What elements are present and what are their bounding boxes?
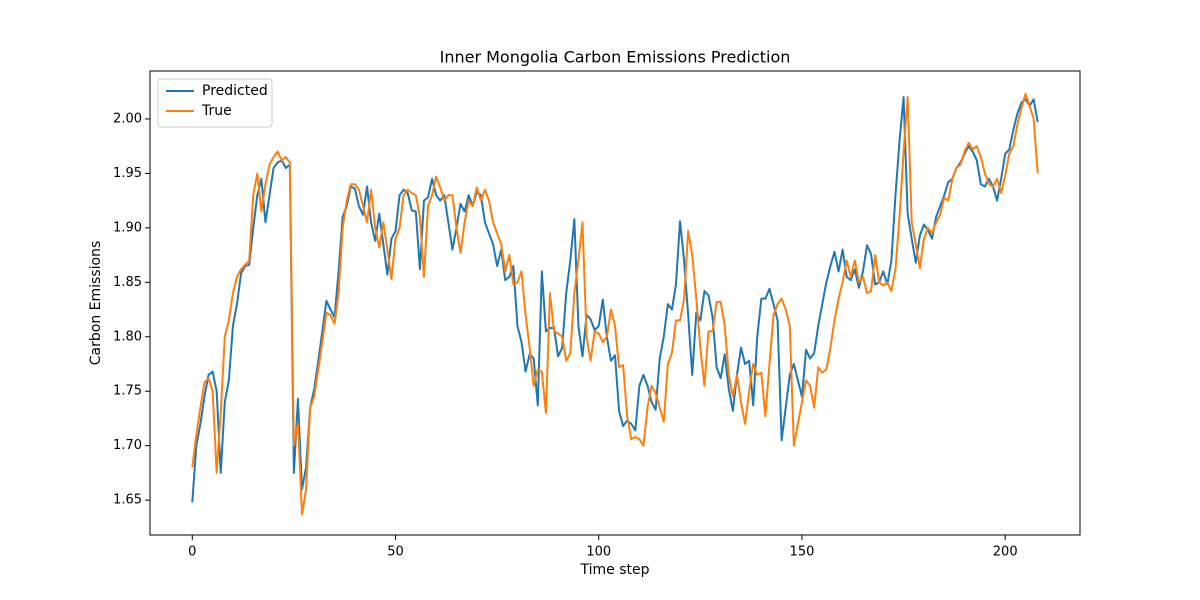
chart-title: Inner Mongolia Carbon Emissions Predicti…: [440, 48, 791, 67]
y-tick-label: 1.85: [113, 275, 142, 290]
x-tick-label: 50: [387, 545, 404, 560]
y-axis-label: Carbon Emissions: [88, 241, 104, 365]
y-tick-label: 1.70: [113, 438, 142, 453]
y-tick-label: 1.75: [113, 384, 142, 399]
x-axis-label: Time step: [580, 562, 650, 578]
x-tick-label: 100: [586, 545, 611, 560]
line-series: [191, 92, 1039, 516]
y-tick-label: 1.80: [113, 329, 142, 344]
x-tick-label: 150: [790, 545, 815, 560]
x-tick-label: 0: [188, 545, 196, 560]
y-tick-label: 2.00: [113, 111, 142, 126]
x-tick-label: 200: [993, 545, 1018, 560]
y-tick-label: 1.90: [113, 220, 142, 235]
plot-frame: [149, 70, 1081, 536]
y-tick-label: 1.65: [113, 493, 142, 508]
line-series: [191, 96, 1039, 503]
legend-label: Predicted: [202, 83, 268, 99]
legend-label: True: [201, 103, 232, 119]
y-tick-label: 1.95: [113, 166, 142, 181]
